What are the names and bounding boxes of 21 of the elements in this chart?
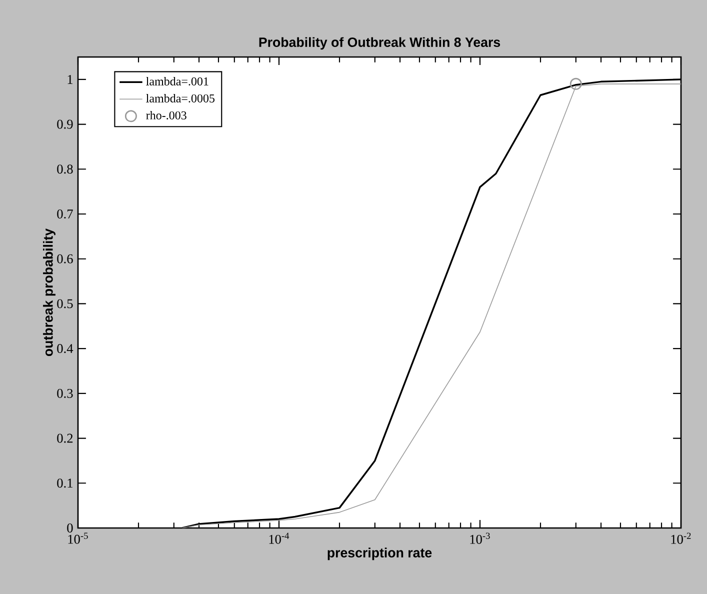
x-tick-label: 10$^{-5}$ — [68, 532, 88, 544]
x-axis-title: prescription rate — [328, 548, 432, 560]
y-tick-label: 0.1 — [57, 478, 72, 488]
y-tick-label: 1 — [68, 75, 72, 84]
y-tick-label: 0.3 — [57, 388, 73, 398]
y-axis-title: outbreak probability — [43, 228, 56, 356]
legend-label: lambda=.0005 — [146, 94, 214, 102]
x-tick-label: 10$^{-2}$ — [671, 532, 691, 544]
legend-label: lambda=.001 — [146, 77, 208, 86]
y-tick-label: 0.8 — [57, 164, 73, 174]
x-tick-label: 10$^{-3}$ — [470, 532, 490, 544]
y-tick-label: 0.6 — [57, 254, 73, 264]
y-tick-label: 0.5 — [57, 299, 73, 308]
y-tick-label: 0.2 — [57, 434, 73, 443]
y-tick-label: 0.4 — [57, 344, 74, 354]
x-tick-label: 10$^{-4}$ — [269, 532, 290, 544]
y-tick-label: 0.7 — [57, 209, 73, 219]
y-tick-label: 0.9 — [57, 120, 73, 129]
y-tick-label: 0 — [67, 524, 73, 532]
legend-label: rho-.003 — [146, 110, 186, 120]
chart-title: Probability of Outbreak Within 8 Years — [259, 37, 500, 50]
